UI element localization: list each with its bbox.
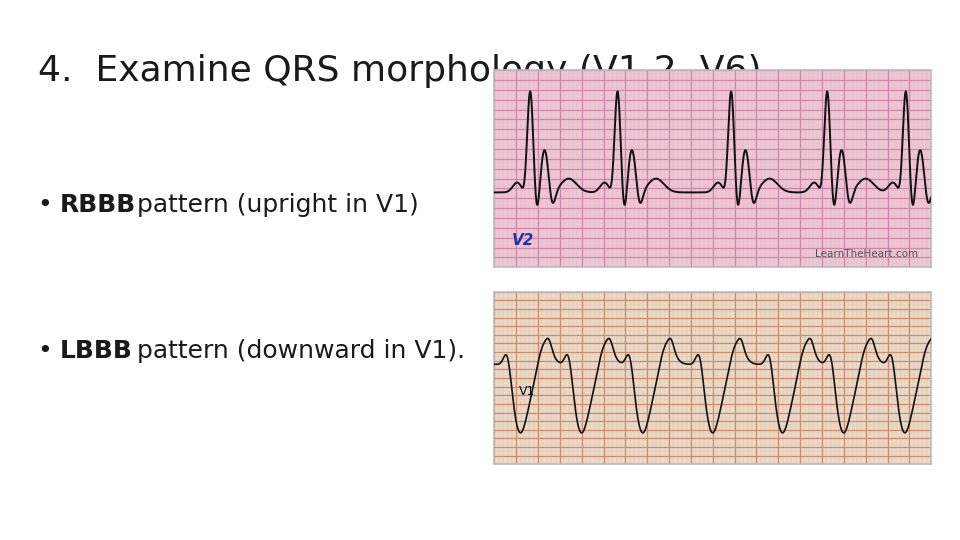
Text: V2: V2 bbox=[512, 233, 535, 247]
Text: •: • bbox=[38, 193, 61, 217]
Text: LBBB: LBBB bbox=[60, 339, 132, 363]
Text: RBBB: RBBB bbox=[60, 193, 135, 217]
Text: pattern (downward in V1).: pattern (downward in V1). bbox=[129, 339, 465, 363]
Text: pattern (upright in V1): pattern (upright in V1) bbox=[129, 193, 419, 217]
Text: 4.  Examine QRS morphology (V1-2, V6): 4. Examine QRS morphology (V1-2, V6) bbox=[38, 54, 762, 88]
Text: V1: V1 bbox=[518, 386, 535, 399]
Text: •: • bbox=[38, 339, 61, 363]
Text: LearnTheHeart.com: LearnTheHeart.com bbox=[815, 249, 918, 259]
